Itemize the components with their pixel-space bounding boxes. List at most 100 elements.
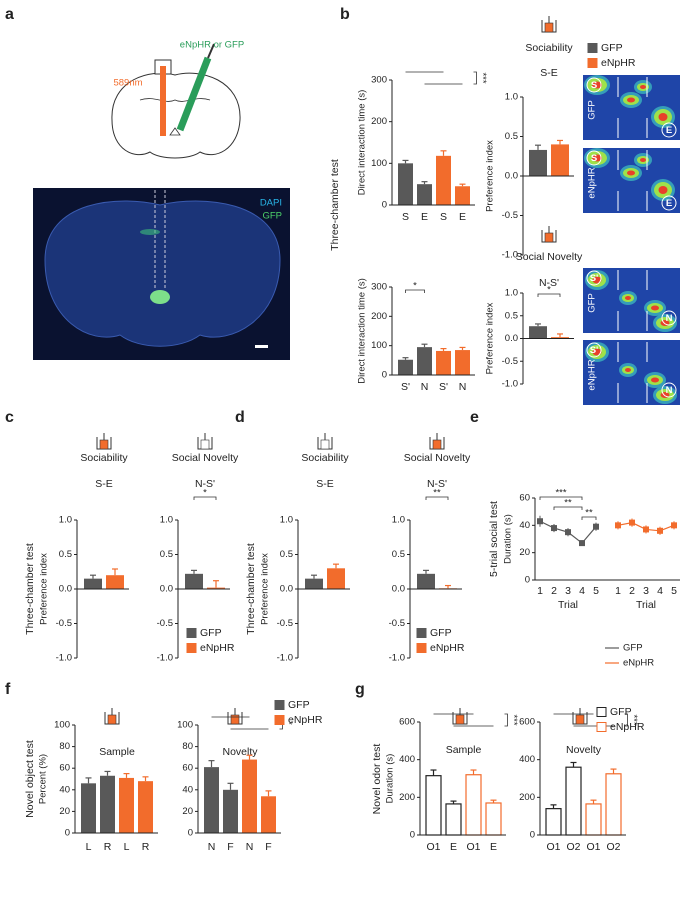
x-tick-label: N [421,381,429,393]
x-tick-label: N [459,381,467,393]
legend-label: GFP [623,643,643,654]
significance-bracket [473,71,477,85]
marker-circle [586,270,602,286]
y-tick-label: -0.5 [389,618,405,629]
y-tick-label: 80 [59,741,70,752]
y-tick-label: -0.5 [157,618,173,629]
point-marker [657,527,663,534]
significance-label: * [203,488,207,499]
y-tick-label: 40 [519,520,530,531]
panel-label: f [5,681,11,698]
bar [425,775,442,836]
bar [84,578,102,589]
syringe [176,56,212,132]
bar [398,359,413,375]
bar [138,781,153,833]
side-label: Novel odor test [371,744,383,815]
heat-blob [640,158,646,162]
x-tick-label: N [208,841,216,853]
significance-label: * [283,721,294,725]
heat-blob [625,368,631,372]
panel-label: a [5,6,14,23]
panel-label: c [5,409,14,426]
y-tick-label: 0.5 [59,549,72,560]
bar [417,573,435,589]
heat-blob [640,85,646,89]
bar [529,326,547,339]
stimulus-label: S [591,80,597,91]
y-tick-label: 40 [182,784,193,795]
stimulus-label: S' [590,273,599,284]
chart-header: Social Novelty [172,452,239,464]
legend-swatch [274,715,285,725]
y-tick-label: 1.0 [505,288,518,299]
legend-swatch [596,707,607,717]
bar [223,789,238,833]
heat-blob [592,81,602,89]
legend-label: eNpHR [430,642,465,654]
significance-bracket [193,496,217,500]
x-tick-label: 4 [579,585,585,597]
bar [417,347,432,375]
legend-label: eNpHR [610,721,645,733]
bar [204,767,219,833]
x-tick-label: S [440,211,447,223]
y-tick-label: 0 [410,830,415,841]
y-axis-label: Preference index [485,302,496,374]
y-tick-label: 0 [525,575,530,586]
x-tick-label: 1 [615,585,621,597]
significance-label: * [413,281,417,292]
x-tick-label: S [402,211,409,223]
brain-outline [169,127,181,136]
bar [185,573,203,589]
significance-label: * [547,285,551,296]
point-marker [565,529,571,536]
x-tick-label: R [142,841,150,853]
chart-header: Sample [99,746,135,758]
syringe-plunger [207,43,215,59]
x-tick-label: 1 [537,585,543,597]
bar [261,796,276,833]
legend-swatch [186,643,197,653]
bar [565,766,582,836]
chamber-icon [544,232,554,243]
panel-label: b [340,6,350,23]
chamber-icon [99,439,109,450]
point-marker [643,526,649,533]
y-tick-label: 0 [530,830,535,841]
x-tick-label: F [227,841,233,853]
legend-swatch [587,58,598,68]
x-tick-label: O1 [466,841,480,853]
y-tick-label: 200 [371,311,387,322]
y-tick-label: 20 [59,806,70,817]
legend-label: eNpHR [623,658,654,669]
stimulus-label: N [666,313,673,324]
x-tick-label: O1 [586,841,600,853]
chamber-icon [107,714,117,725]
bar [398,163,413,205]
chart-header: Sociability [301,452,349,464]
bar [455,186,470,205]
panel-label: g [355,681,365,698]
stimulus-label: N [666,385,673,396]
y-tick-label: 200 [371,116,387,127]
chart-header: Sociability [525,42,573,54]
chart-subtitle: S-E [540,67,558,79]
y-tick-label: 0 [382,200,387,211]
chart-subtitle: N-S' [195,478,215,490]
point-marker [579,540,585,547]
y-axis-label: Preference index [39,553,50,625]
stimulus-label: E [666,125,672,136]
chart-subtitle: S-E [95,478,113,490]
chamber-icon [230,714,240,725]
significance-bracket [581,516,597,520]
legend-swatch [186,628,197,638]
bar [436,155,451,205]
chamber-icon [455,714,465,725]
marker-circle [586,77,602,93]
x-tick-label: L [86,841,92,853]
y-tick-label: 300 [371,282,387,293]
heat-blob [592,154,602,162]
bar [417,184,432,205]
